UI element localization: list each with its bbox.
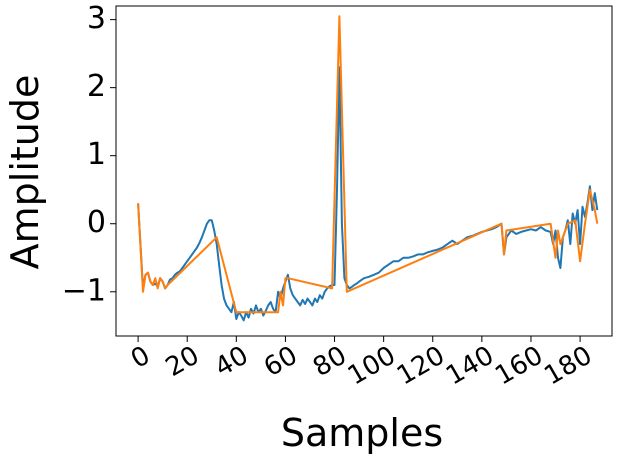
y-tick-label: 2 (87, 69, 106, 104)
y-tick-label: 0 (87, 205, 106, 240)
y-tick-label: −1 (62, 273, 106, 308)
y-tick-label: 3 (87, 1, 106, 36)
x-tick-label: 180 (539, 341, 597, 392)
y-tick-label: 1 (87, 137, 106, 172)
x-axis-label: Samples (281, 411, 443, 455)
x-tick-label: 60 (259, 341, 303, 384)
series-line-1 (137, 66, 599, 322)
y-axis-ticks: −1 0 1 2 3 (62, 1, 116, 308)
y-axis-label: Amplitude (3, 75, 47, 270)
x-tick-label: 40 (210, 341, 254, 384)
plot-lines (137, 15, 599, 322)
x-tick-label: 0 (126, 341, 155, 375)
x-tick-label: 80 (308, 341, 352, 384)
plot-area-frame (115, 5, 613, 337)
x-tick-label: 20 (161, 341, 205, 384)
series-line-2 (137, 15, 599, 314)
